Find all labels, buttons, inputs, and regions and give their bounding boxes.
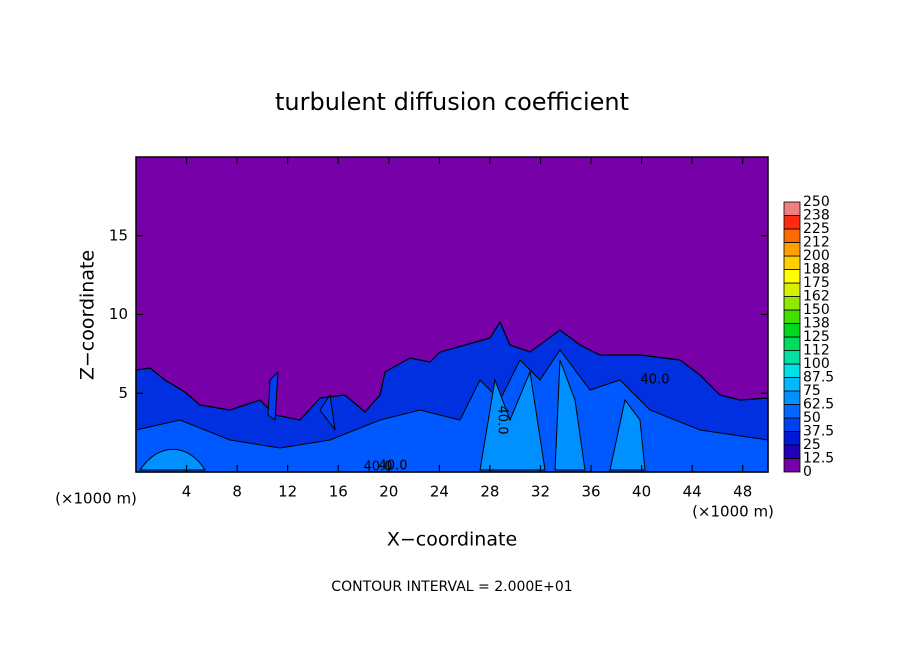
colorbar-label: 75 <box>803 383 821 399</box>
colorbar-swatch <box>783 215 801 230</box>
colorbar-swatch <box>783 323 801 338</box>
colorbar-swatch <box>783 431 801 446</box>
colorbar-label: 112 <box>803 343 830 359</box>
colorbar-swatch <box>783 377 801 392</box>
contour-label: 40.0 <box>379 459 408 474</box>
colorbar-label: 100 <box>803 356 830 372</box>
colorbar-label: 238 <box>803 208 830 224</box>
colorbar-swatch <box>783 228 801 243</box>
colorbar-label: 200 <box>803 248 830 264</box>
colorbar-label: 225 <box>803 221 830 237</box>
colorbar-label: 0 <box>803 464 812 480</box>
contour-label: 40.0 <box>364 460 393 475</box>
colorbar-label: 188 <box>803 262 830 278</box>
chart-title: turbulent diffusion coefficient <box>275 88 629 116</box>
x-tick-label: 20 <box>379 483 398 501</box>
x-tick-label: 12 <box>278 483 297 501</box>
colorbar-swatch <box>783 444 801 459</box>
x-tick-label: 48 <box>733 483 752 501</box>
colorbar-swatch <box>783 309 801 324</box>
x-tick-label: 24 <box>430 483 449 501</box>
colorbar-swatch <box>783 269 801 284</box>
colorbar-label: 162 <box>803 289 830 305</box>
y-tick-label: 10 <box>109 305 128 323</box>
x-axis-label: X−coordinate <box>387 529 517 551</box>
colorbar-swatch <box>783 350 801 365</box>
colorbar-label: 87.5 <box>803 370 834 386</box>
colorbar-swatch <box>783 242 801 257</box>
field-region <box>139 359 646 471</box>
colorbar-swatch <box>783 255 801 270</box>
field <box>135 157 769 473</box>
x-tick-label: 32 <box>531 483 550 501</box>
y-tick-label: 15 <box>109 226 128 244</box>
footer: CONTOUR INTERVAL = 2.000E+01 <box>331 579 572 595</box>
colorbar-label: 125 <box>803 329 830 345</box>
colorbar-swatch <box>783 390 801 405</box>
x-unit: (×1000 m) <box>692 503 774 521</box>
x-tick-label: 28 <box>480 483 499 501</box>
colorbar-swatch <box>783 336 801 351</box>
colorbar-label: 138 <box>803 316 830 332</box>
colorbar-label: 62.5 <box>803 397 834 413</box>
colorbar-label: 37.5 <box>803 424 834 440</box>
colorbar-swatch <box>783 296 801 311</box>
x-tick-label: 44 <box>683 483 702 501</box>
colorbar-swatch <box>783 201 801 216</box>
colorbar-swatch <box>783 282 801 297</box>
colorbar-swatch <box>783 417 801 432</box>
colorbar-swatch <box>783 404 801 419</box>
colorbar-label: 250 <box>803 194 830 210</box>
colorbar-swatch <box>783 363 801 378</box>
colorbar-label: 12.5 <box>803 451 834 467</box>
y-tick-label: 5 <box>118 384 128 402</box>
colorbar-label: 150 <box>803 302 830 318</box>
field-region <box>135 349 769 473</box>
x-tick-label: 8 <box>232 483 242 501</box>
x-unit: (×1000 m) <box>55 490 137 508</box>
y-axis-label: Z−coordinate <box>77 250 99 380</box>
colorbar-swatch <box>783 458 801 473</box>
x-tick-label: 16 <box>329 483 348 501</box>
colorbar-label: 212 <box>803 235 830 251</box>
x-tick-label: 36 <box>581 483 600 501</box>
colorbar-label: 175 <box>803 275 830 291</box>
x-tick-label: 40 <box>632 483 651 501</box>
field-region <box>267 370 336 431</box>
colorbar-label: 50 <box>803 410 821 426</box>
contour-label: 40.0 <box>495 406 510 435</box>
x-tick-label: 4 <box>182 483 192 501</box>
contour-label: 40.0 <box>641 373 670 388</box>
colorbar-label: 25 <box>803 437 821 453</box>
